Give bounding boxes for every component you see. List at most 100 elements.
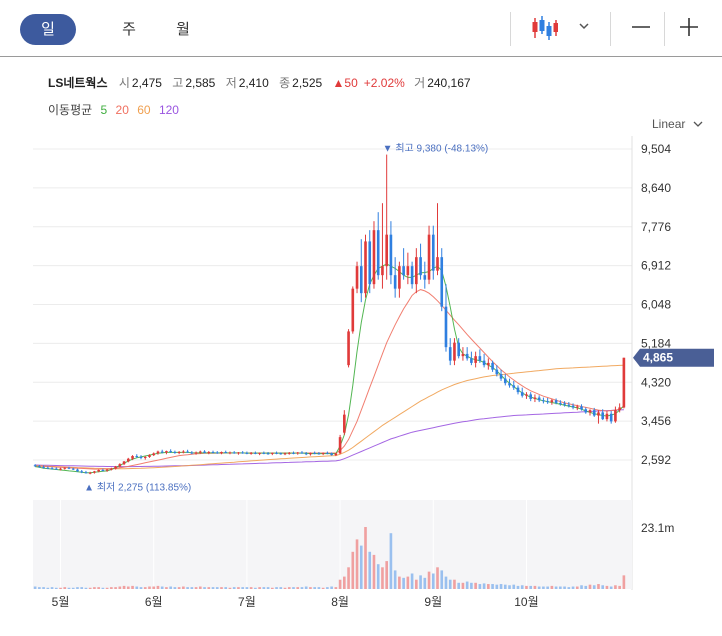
candle-body bbox=[143, 456, 147, 458]
volume-bar bbox=[614, 585, 617, 589]
volume-bar bbox=[431, 573, 435, 589]
candle-body bbox=[237, 452, 240, 454]
candle bbox=[525, 392, 528, 399]
candle bbox=[80, 469, 84, 474]
volume-bar bbox=[283, 587, 287, 589]
candle bbox=[431, 225, 435, 280]
candle bbox=[160, 449, 164, 454]
ma5-legend[interactable]: 5 bbox=[100, 103, 108, 117]
candle-body bbox=[296, 452, 300, 454]
candle-body bbox=[114, 466, 117, 469]
candle bbox=[584, 407, 588, 414]
candle bbox=[50, 466, 54, 470]
volume-bar bbox=[381, 567, 384, 589]
volume-bar bbox=[525, 585, 528, 589]
candle-body bbox=[292, 452, 295, 454]
ma120-legend[interactable]: 120 bbox=[158, 103, 179, 117]
candle bbox=[309, 452, 312, 456]
price-tick-label: 8,640 bbox=[641, 181, 671, 195]
volume-bar bbox=[182, 586, 185, 589]
candle bbox=[444, 284, 448, 352]
ma20-legend[interactable]: 20 bbox=[115, 103, 129, 117]
candle-body bbox=[343, 414, 346, 433]
candle-body bbox=[457, 342, 461, 357]
open-label: 시 bbox=[118, 76, 130, 90]
volume-bar bbox=[105, 587, 109, 589]
candle-body bbox=[415, 257, 418, 285]
x-tick-label: 7월 bbox=[238, 595, 256, 609]
volume-bar bbox=[101, 587, 105, 589]
volume-bar bbox=[215, 587, 219, 589]
volume-title-label: 거래량 bbox=[48, 508, 82, 522]
candle-body bbox=[177, 451, 181, 453]
candle-body bbox=[215, 452, 219, 454]
ma60-legend[interactable]: 60 bbox=[137, 103, 151, 117]
candle bbox=[601, 409, 605, 421]
chevron-down-icon[interactable] bbox=[578, 18, 590, 36]
candle-body bbox=[258, 452, 261, 454]
volume-bar bbox=[444, 576, 448, 589]
volume-bar bbox=[262, 587, 266, 589]
volume-bar bbox=[46, 587, 50, 589]
candle-body bbox=[368, 241, 372, 285]
candle-body bbox=[474, 356, 477, 363]
volume-bar bbox=[207, 587, 211, 589]
candle-body bbox=[601, 412, 605, 420]
candle bbox=[427, 225, 431, 285]
volume-bar bbox=[347, 567, 350, 589]
candle-body bbox=[275, 452, 278, 454]
volume-bar bbox=[135, 586, 139, 589]
scale-dropdown[interactable]: Linear bbox=[652, 117, 703, 131]
scale-label: Linear bbox=[652, 117, 686, 131]
tab-day[interactable]: 일 bbox=[20, 14, 76, 45]
candle bbox=[232, 451, 236, 454]
volume-bar bbox=[304, 586, 308, 589]
candle-body bbox=[529, 394, 533, 399]
tab-week[interactable]: 주 bbox=[122, 21, 136, 38]
candle-body bbox=[279, 453, 283, 455]
volume-bar bbox=[588, 584, 592, 589]
candle-body bbox=[550, 400, 554, 403]
volume-bar bbox=[512, 584, 516, 589]
volume-bar bbox=[258, 587, 261, 589]
candle-body bbox=[139, 456, 143, 458]
volume-bar bbox=[487, 584, 490, 589]
candle-body bbox=[42, 466, 45, 468]
candle-body bbox=[283, 453, 287, 455]
minus-icon[interactable] bbox=[630, 16, 652, 43]
candle bbox=[101, 468, 105, 472]
candle bbox=[321, 452, 325, 456]
candle-body bbox=[46, 467, 50, 469]
candle-body bbox=[546, 401, 549, 403]
candle-body bbox=[304, 453, 308, 455]
candle-body bbox=[67, 467, 71, 469]
candle bbox=[605, 411, 609, 422]
toolbar-divider bbox=[610, 12, 611, 46]
volume-bar bbox=[271, 587, 274, 589]
candle-body bbox=[232, 452, 236, 454]
candle bbox=[520, 387, 524, 398]
candle bbox=[474, 351, 477, 368]
plus-icon[interactable] bbox=[678, 16, 700, 43]
volume-bar bbox=[292, 587, 295, 589]
candle bbox=[533, 394, 537, 403]
candle bbox=[114, 465, 117, 470]
volume-title-value: 240,167 bbox=[84, 508, 128, 522]
candle bbox=[287, 451, 291, 455]
candlestick-icon[interactable] bbox=[532, 16, 558, 45]
volume-bar bbox=[54, 587, 58, 589]
candle-body bbox=[228, 452, 232, 454]
tab-month[interactable]: 월 bbox=[176, 21, 190, 38]
candle-body bbox=[249, 452, 253, 454]
candle-body bbox=[389, 234, 393, 276]
candle bbox=[529, 392, 533, 402]
volume-bar bbox=[254, 587, 257, 589]
candle-body bbox=[402, 266, 405, 276]
volume-bar bbox=[415, 579, 418, 589]
candle bbox=[135, 454, 139, 458]
candle bbox=[436, 203, 439, 276]
candle-body bbox=[93, 471, 96, 473]
candle-body bbox=[54, 468, 58, 470]
volume-bar bbox=[63, 587, 67, 589]
